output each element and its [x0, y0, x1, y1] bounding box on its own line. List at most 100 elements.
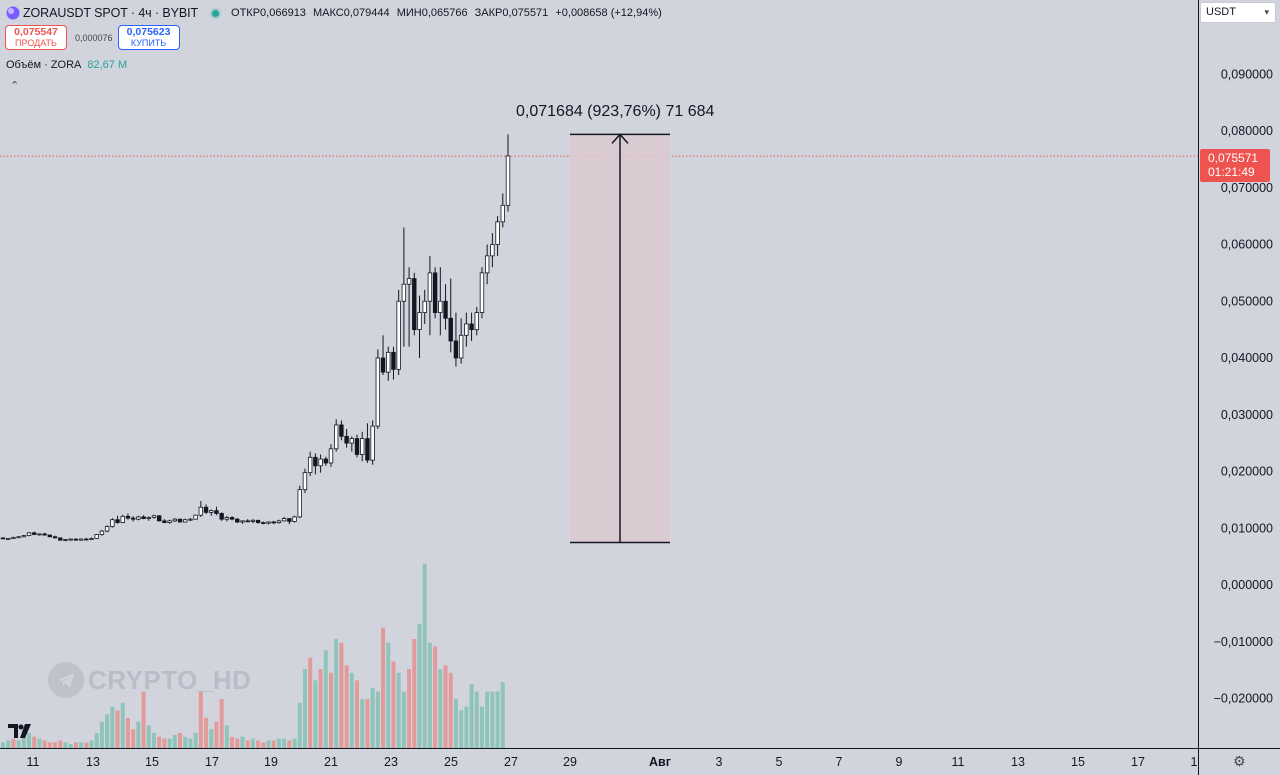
candle — [401, 227, 407, 347]
candle-body — [42, 533, 47, 536]
candle-body — [375, 357, 381, 427]
measure-arrow-head-icon — [611, 133, 629, 144]
candle — [125, 513, 131, 520]
candle — [255, 519, 261, 524]
candle-body — [193, 514, 198, 520]
candle — [313, 453, 318, 475]
candle — [422, 289, 427, 324]
candle — [146, 516, 151, 521]
candle — [360, 431, 365, 462]
candle-body — [313, 456, 318, 467]
candle — [354, 434, 360, 458]
volume-bar — [308, 657, 313, 748]
y-tick-label: −0,010000 — [1214, 635, 1273, 649]
volume-bar — [53, 742, 58, 748]
candle-body — [339, 424, 344, 437]
candle — [52, 535, 58, 539]
volume-bar — [396, 672, 401, 748]
volume-bar — [266, 740, 271, 748]
volume-bar — [381, 627, 386, 748]
candle-body — [354, 438, 360, 455]
candle — [344, 428, 349, 448]
volume-bar — [198, 691, 203, 748]
candle — [73, 538, 79, 541]
volume-bar — [271, 740, 276, 748]
buy-button[interactable]: 0,075623 КУПИТЬ — [117, 25, 180, 50]
candle — [448, 278, 453, 353]
x-tick-label: 13 — [86, 755, 100, 769]
volume-bar — [443, 665, 448, 748]
candle-body — [276, 520, 282, 523]
candle — [78, 538, 84, 541]
volume-bar — [355, 680, 360, 748]
candle — [386, 346, 391, 381]
volume-bar — [21, 736, 26, 748]
volume-bar — [167, 738, 172, 748]
candle — [6, 537, 11, 540]
candle-body — [406, 278, 412, 285]
x-tick-label: 11 — [952, 755, 965, 769]
x-tick-label: 29 — [563, 755, 577, 769]
symbol-title[interactable]: ZORAUSDT SPOT · 4ч · BYBIT — [23, 6, 199, 20]
x-tick-label: 17 — [1131, 755, 1145, 769]
candle-body — [250, 519, 256, 522]
candle — [266, 521, 271, 525]
volume-bar — [27, 732, 32, 748]
volume-bar — [183, 736, 188, 748]
candle-body — [68, 538, 73, 541]
candle — [443, 284, 448, 330]
settings-gear-icon[interactable]: ⚙ — [1233, 753, 1246, 769]
volume-bar — [282, 738, 287, 748]
watermark: CRYPTO_HD — [48, 662, 251, 698]
candle-body — [162, 520, 167, 523]
candle-body — [307, 456, 313, 474]
candle — [172, 518, 178, 523]
candle-body — [0, 537, 6, 540]
candle-body — [271, 521, 276, 524]
volume-bar — [323, 650, 328, 748]
candle — [89, 537, 94, 541]
candle — [21, 535, 27, 538]
x-tick-label: 27 — [504, 755, 518, 769]
volume-bar — [141, 691, 146, 748]
candle — [396, 289, 401, 376]
tradingview-logo-icon[interactable] — [8, 724, 32, 741]
volume-bar — [349, 672, 354, 748]
x-tick-label: 13 — [1011, 755, 1025, 769]
candle — [0, 537, 6, 540]
candle-body — [63, 539, 68, 541]
currency-select[interactable]: USDT ▾ — [1200, 2, 1276, 23]
x-tick-label: 5 — [776, 755, 783, 769]
y-tick-label: 0,040000 — [1221, 351, 1273, 365]
candle — [167, 519, 172, 524]
candle — [453, 312, 459, 367]
candle-body — [318, 458, 323, 467]
volume-indicator-legend[interactable]: Объём · ZORA 82,67 M — [6, 59, 128, 71]
candle — [63, 539, 68, 542]
chevron-up-icon[interactable]: ⌃ — [10, 80, 20, 92]
volume-bar — [276, 738, 281, 748]
candle-body — [156, 515, 162, 522]
candle — [240, 520, 245, 524]
candle-body — [146, 517, 151, 520]
candle — [474, 306, 479, 336]
volume-bar — [84, 742, 89, 748]
volume-bar — [448, 672, 453, 748]
candle — [328, 444, 334, 467]
candle-body — [151, 515, 157, 518]
volume-bar — [1, 742, 5, 748]
volume-bar — [365, 699, 370, 748]
candle-body — [47, 534, 53, 538]
candle — [214, 506, 219, 516]
candle — [469, 312, 474, 341]
candle — [250, 519, 256, 524]
volume-bar — [146, 725, 151, 748]
candle-body — [287, 518, 292, 522]
sell-button[interactable]: 0,075547 ПРОДАТЬ — [5, 25, 67, 50]
candle-body — [229, 517, 235, 520]
volume-bar — [453, 699, 458, 748]
y-tick-label: 0,030000 — [1221, 408, 1273, 422]
candle — [490, 233, 495, 268]
volume-bar — [474, 691, 479, 748]
